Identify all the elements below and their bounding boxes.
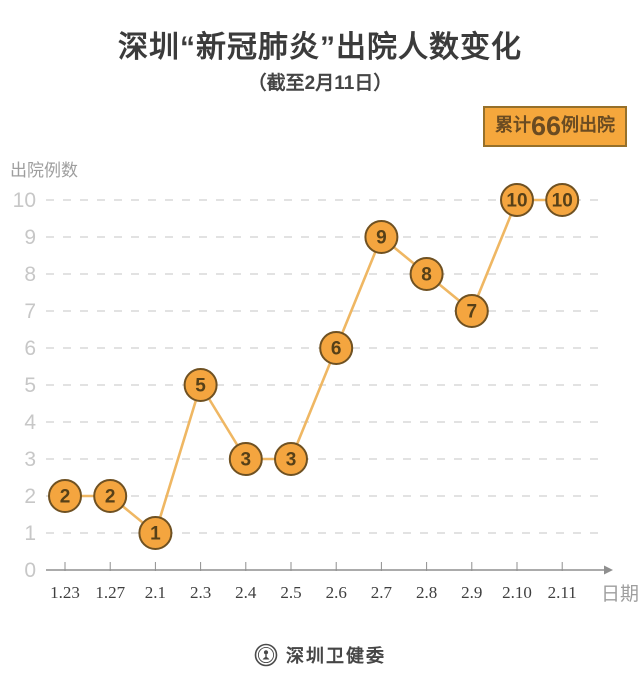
data-point-2.5 xyxy=(274,442,308,476)
x-tick-label-2.8: 2.8 xyxy=(416,583,437,602)
data-point-label-2.8: 8 xyxy=(421,265,432,286)
data-point-label-1.27: 2 xyxy=(105,487,116,508)
data-point-label-2.3: 5 xyxy=(195,376,206,397)
y-tick-label-5: 5 xyxy=(24,374,36,397)
data-point-label-2.10: 10 xyxy=(506,191,527,212)
x-tick-label-2.6: 2.6 xyxy=(326,583,347,602)
x-tick-label-2.1: 2.1 xyxy=(145,583,166,602)
data-point-2.11 xyxy=(545,183,580,217)
x-axis-arrow xyxy=(604,565,613,575)
page-subtitle: （截至2月11日） xyxy=(247,73,393,94)
discharge-line-chart: 出院例数 0 1 2 3 4 5 6 7 8 9 10 1.23 1.27 2.1 2.3 2.4 2.5 2.6 2… xyxy=(0,148,640,618)
x-tick-label-2.7: 2.7 xyxy=(371,583,393,602)
data-point-2.8 xyxy=(409,257,444,291)
y-tick-label-0: 0 xyxy=(24,559,36,582)
data-point-2.6 xyxy=(319,331,354,365)
x-tick-label-2.5: 2.5 xyxy=(280,583,301,602)
data-point-label-2.9: 7 xyxy=(467,302,478,323)
y-tick-label-8: 8 xyxy=(24,263,36,286)
y-tick-label-9: 9 xyxy=(24,226,36,249)
badge-suffix: 例出院 xyxy=(561,115,615,136)
x-tick-label-1.23: 1.23 xyxy=(50,583,80,602)
data-line xyxy=(65,198,563,535)
data-point-2.9 xyxy=(454,294,489,328)
data-point-label-2.11: 10 xyxy=(552,191,573,212)
badge-number: 66 xyxy=(530,111,561,141)
x-tick-label-2.10: 2.10 xyxy=(502,583,532,602)
data-point-label-2.4: 3 xyxy=(241,450,252,471)
data-point-label-2.7: 9 xyxy=(376,228,387,249)
data-point-label-2.6: 6 xyxy=(331,339,342,360)
data-point-2.3 xyxy=(183,368,218,402)
x-tick-label-1.27: 1.27 xyxy=(95,583,125,602)
data-point-2.4 xyxy=(228,442,263,476)
data-point-label-1.23: 2 xyxy=(60,487,71,508)
x-tick-label-2.11: 2.11 xyxy=(548,583,577,602)
y-tick-label-6: 6 xyxy=(24,337,36,360)
cumulative-total-badge: 累计 66 例出院 xyxy=(482,106,627,148)
y-axis-title: 出院例数 xyxy=(10,161,78,180)
y-tick-label-2: 2 xyxy=(24,485,36,508)
footer: 深圳卫健委 xyxy=(0,642,640,668)
badge-prefix: 累计 xyxy=(494,115,531,136)
y-tick-label-4: 4 xyxy=(24,411,36,434)
y-tick-label-7: 7 xyxy=(24,300,36,323)
x-tick-label-2.4: 2.4 xyxy=(235,583,257,602)
page-title: 深圳“新冠肺炎”出院人数变化 xyxy=(118,31,522,64)
data-point-1.27 xyxy=(93,479,128,513)
y-tick-label-10: 10 xyxy=(13,189,36,212)
org-name: 深圳卫健委 xyxy=(286,646,386,666)
data-point-2.7 xyxy=(364,220,399,254)
x-tick-label-2.3: 2.3 xyxy=(190,583,211,602)
org-logo-icon xyxy=(254,643,278,667)
data-point-label-2.1: 1 xyxy=(150,524,161,545)
x-axis-title: 日期 xyxy=(601,583,639,605)
data-point-2.10 xyxy=(500,183,534,217)
x-tick-label-2.9: 2.9 xyxy=(461,583,482,602)
data-point-label-2.5: 3 xyxy=(286,450,297,471)
data-point-2.1 xyxy=(138,516,173,550)
y-tick-label-1: 1 xyxy=(24,522,36,545)
y-tick-label-3: 3 xyxy=(24,448,36,471)
data-point-1.23 xyxy=(48,479,82,513)
